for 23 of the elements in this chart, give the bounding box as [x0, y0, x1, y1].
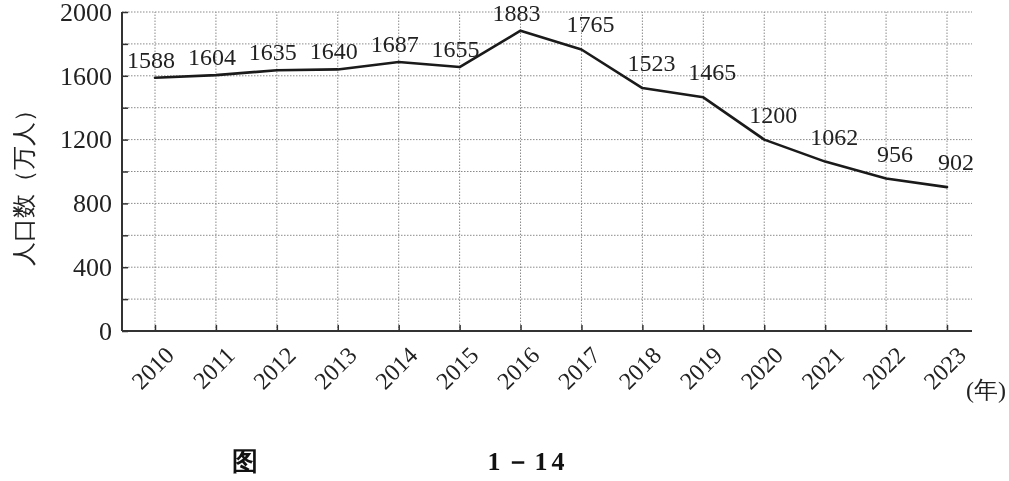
data-label: 1604	[187, 44, 236, 71]
data-label: 1523	[627, 50, 676, 77]
y-tick-label: 400	[73, 253, 112, 283]
data-label: 1635	[248, 39, 297, 66]
data-label: 1588	[127, 46, 175, 73]
data-label: 956	[877, 140, 914, 167]
y-axis-title: 人口数（万人）	[11, 97, 37, 266]
data-label: 1687	[370, 30, 419, 57]
x-axis-title: (年)	[966, 377, 1006, 403]
data-label: 902	[938, 149, 974, 176]
y-tick-label: 1200	[60, 125, 112, 155]
data-label: 1765	[566, 11, 615, 38]
data-label: 1640	[309, 38, 358, 65]
y-tick-label: 800	[73, 189, 112, 219]
y-tick-label: 1600	[60, 61, 112, 91]
data-label: 1655	[431, 36, 480, 63]
y-tick-label: 0	[99, 316, 112, 346]
data-label: 1465	[688, 59, 737, 86]
data-label: 1883	[492, 0, 541, 26]
y-tick-label: 2000	[60, 0, 112, 27]
data-label: 1200	[749, 101, 798, 128]
caption: 图 1－14	[232, 447, 569, 476]
data-label: 1062	[810, 123, 859, 150]
